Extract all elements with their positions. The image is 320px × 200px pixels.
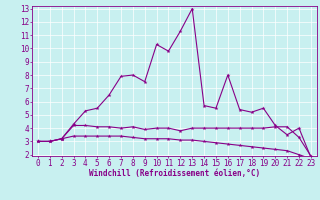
X-axis label: Windchill (Refroidissement éolien,°C): Windchill (Refroidissement éolien,°C) [89, 169, 260, 178]
